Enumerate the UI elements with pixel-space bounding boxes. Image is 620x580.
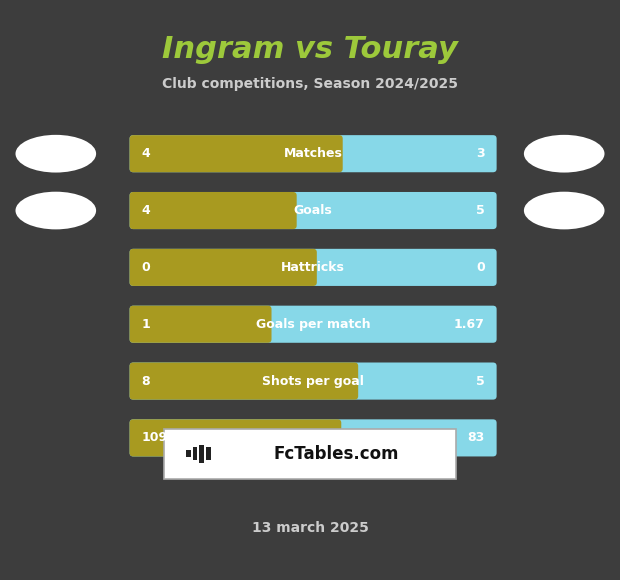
Ellipse shape: [16, 191, 96, 230]
Text: 0: 0: [141, 261, 150, 274]
FancyBboxPatch shape: [130, 249, 497, 286]
Text: 109: 109: [141, 432, 167, 444]
Text: 4: 4: [141, 147, 150, 160]
Text: Goals: Goals: [294, 204, 332, 217]
FancyBboxPatch shape: [322, 423, 340, 453]
Text: 0: 0: [476, 261, 485, 274]
Text: 1: 1: [141, 318, 150, 331]
Text: Min per goal: Min per goal: [269, 432, 357, 444]
FancyBboxPatch shape: [130, 192, 497, 229]
FancyBboxPatch shape: [206, 448, 211, 461]
Text: Shots per goal: Shots per goal: [262, 375, 364, 387]
Text: 5: 5: [476, 375, 485, 387]
Text: 5: 5: [476, 204, 485, 217]
FancyBboxPatch shape: [130, 249, 317, 286]
FancyBboxPatch shape: [130, 306, 497, 343]
FancyBboxPatch shape: [278, 195, 296, 226]
Text: Hattricks: Hattricks: [281, 261, 345, 274]
Ellipse shape: [524, 191, 604, 230]
FancyBboxPatch shape: [130, 192, 297, 229]
FancyBboxPatch shape: [339, 366, 358, 396]
Text: Ingram vs Touray: Ingram vs Touray: [162, 35, 458, 64]
Text: Goals per match: Goals per match: [256, 318, 370, 331]
Text: 13 march 2025: 13 march 2025: [252, 521, 368, 535]
Text: 1.67: 1.67: [454, 318, 485, 331]
FancyBboxPatch shape: [186, 450, 191, 457]
FancyBboxPatch shape: [130, 419, 341, 456]
FancyBboxPatch shape: [164, 429, 456, 478]
Text: FcTables.com: FcTables.com: [273, 445, 399, 463]
Ellipse shape: [524, 135, 604, 173]
FancyBboxPatch shape: [324, 139, 342, 169]
FancyBboxPatch shape: [130, 419, 497, 456]
FancyBboxPatch shape: [200, 444, 205, 463]
Text: Matches: Matches: [284, 147, 342, 160]
Text: 83: 83: [467, 432, 485, 444]
FancyBboxPatch shape: [192, 448, 197, 461]
FancyBboxPatch shape: [130, 362, 358, 400]
FancyBboxPatch shape: [130, 135, 343, 172]
Ellipse shape: [16, 135, 96, 173]
FancyBboxPatch shape: [130, 362, 497, 400]
Text: 8: 8: [141, 375, 150, 387]
Text: 4: 4: [141, 204, 150, 217]
Text: Club competitions, Season 2024/2025: Club competitions, Season 2024/2025: [162, 77, 458, 91]
FancyBboxPatch shape: [252, 309, 271, 339]
Text: 3: 3: [476, 147, 485, 160]
FancyBboxPatch shape: [130, 135, 497, 172]
FancyBboxPatch shape: [130, 306, 272, 343]
FancyBboxPatch shape: [298, 252, 316, 282]
